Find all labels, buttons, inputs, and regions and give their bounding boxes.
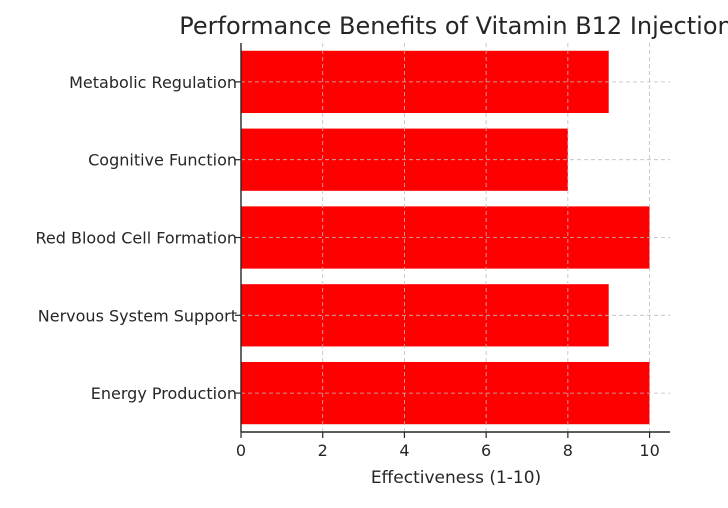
- x-tick-label: 10: [639, 441, 659, 460]
- category-label: Nervous System Support: [38, 306, 237, 325]
- x-tick-label: 4: [399, 441, 409, 460]
- x-ticks: 0 2 4 6 8 10: [236, 432, 660, 460]
- x-tick-label: 6: [481, 441, 491, 460]
- x-tick-label: 8: [563, 441, 573, 460]
- category-label: Cognitive Function: [88, 151, 237, 170]
- category-label: Energy Production: [91, 384, 237, 403]
- x-tick-label: 2: [318, 441, 328, 460]
- category-labels: Energy Production Nervous System Support R…: [36, 73, 241, 403]
- category-label: Red Blood Cell Formation: [36, 229, 237, 248]
- x-axis-label: Effectiveness (1-10): [371, 468, 541, 488]
- chart-title: Performance Benefits of Vitamin B12 Inje…: [179, 12, 728, 40]
- category-label: Metabolic Regulation: [69, 73, 237, 92]
- x-tick-label: 0: [236, 441, 246, 460]
